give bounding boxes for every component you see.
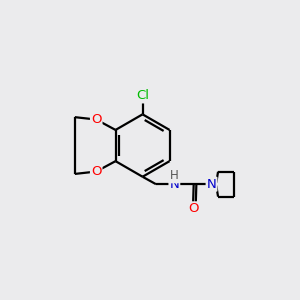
Text: Cl: Cl	[136, 89, 149, 102]
Text: O: O	[91, 113, 101, 126]
Text: N: N	[169, 178, 179, 191]
Text: O: O	[188, 202, 198, 215]
Text: O: O	[91, 165, 101, 178]
Text: N: N	[207, 178, 216, 191]
Text: H: H	[169, 169, 178, 182]
